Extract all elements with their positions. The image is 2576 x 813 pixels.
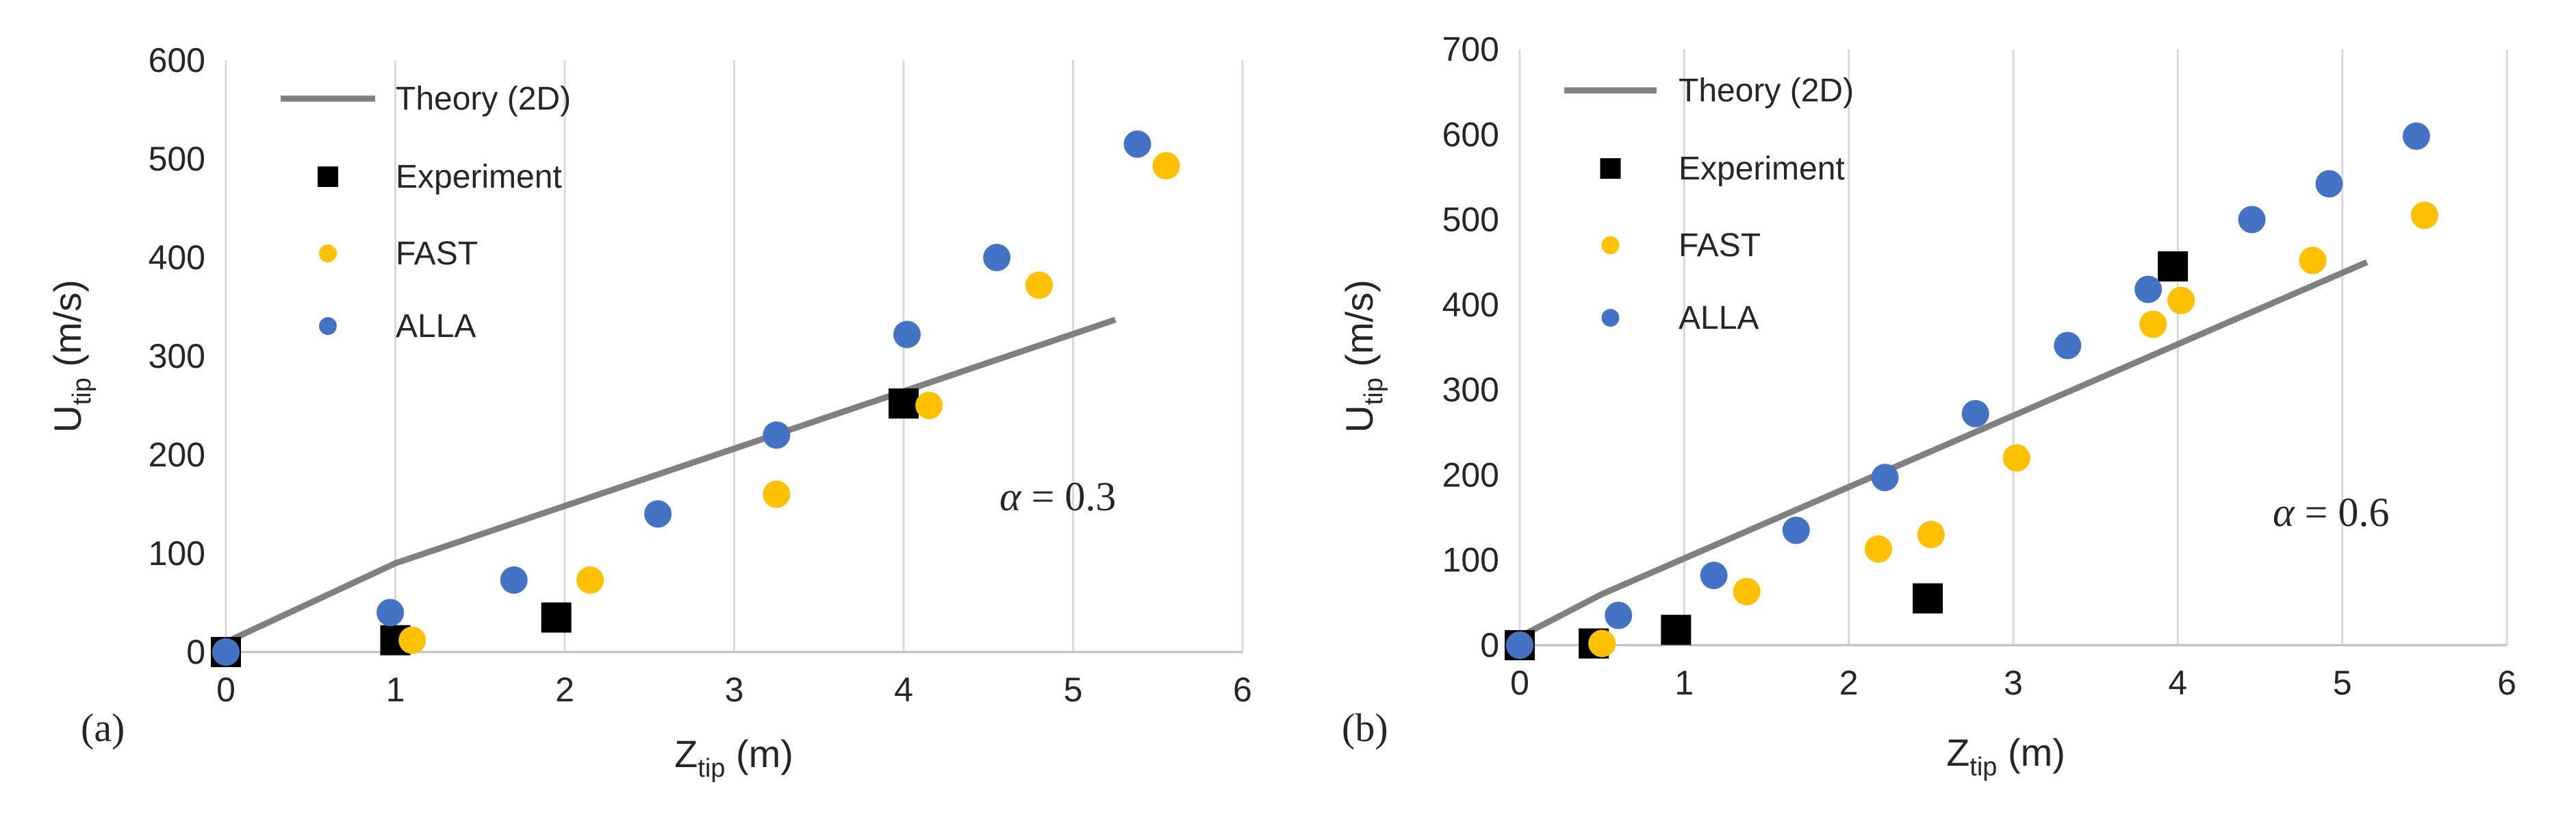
alpha-annotation: α = 0.6 bbox=[2273, 490, 2389, 535]
x-tick-label: 6 bbox=[1233, 671, 1252, 709]
y-tick-label: 500 bbox=[149, 140, 205, 178]
panel-label: (b) bbox=[1342, 705, 1388, 750]
legend-label-alla: ALLA bbox=[396, 308, 476, 345]
y-tick-label: 0 bbox=[1480, 626, 1499, 664]
alla-point bbox=[1871, 464, 1899, 492]
experiment-point bbox=[1661, 614, 1692, 645]
legend: Theory (2D) Experiment FAST ALLA bbox=[1564, 73, 1854, 336]
y-tick-label: 700 bbox=[1442, 30, 1499, 68]
alla-point bbox=[2134, 275, 2163, 303]
legend-swatch-experiment bbox=[1600, 158, 1621, 179]
fast-point bbox=[763, 480, 791, 508]
x-axis-title: Ztip (m) bbox=[674, 732, 793, 783]
fast-point bbox=[576, 566, 604, 594]
legend-label-fast: FAST bbox=[1679, 227, 1761, 264]
alla-point bbox=[2054, 332, 2082, 360]
chart-panel-2: 0 1 2 3 4 5 6 0 100 200 300 400 500 600 700 Ztip (m) Uti… bbox=[1338, 30, 2516, 781]
x-tick-label: 0 bbox=[216, 671, 235, 709]
alla-point bbox=[893, 321, 921, 349]
x-tick-label: 0 bbox=[1510, 664, 1529, 702]
alla-point bbox=[2238, 205, 2266, 234]
fast-point bbox=[2167, 286, 2195, 314]
alla-point bbox=[1506, 631, 1533, 659]
legend-swatch-experiment bbox=[318, 166, 338, 187]
alla-point bbox=[2402, 122, 2430, 150]
alpha-annotation: α = 0.3 bbox=[999, 474, 1116, 519]
y-tick-label: 200 bbox=[1442, 455, 1499, 494]
legend-label-alla: ALLA bbox=[1679, 300, 1759, 336]
y-tick-label: 100 bbox=[149, 534, 205, 573]
x-tick-label: 1 bbox=[1674, 664, 1694, 702]
fast-point bbox=[2299, 247, 2327, 275]
fast-point bbox=[1917, 521, 1945, 549]
x-tick-label: 2 bbox=[1839, 664, 1859, 702]
y-tick-label: 300 bbox=[149, 337, 205, 375]
alla-point bbox=[1782, 516, 1810, 545]
panel-label: (a) bbox=[81, 705, 125, 750]
y-tick-label: 200 bbox=[149, 436, 205, 474]
theory-2d-line bbox=[1518, 259, 2369, 640]
experiment-point bbox=[541, 602, 572, 633]
fast-point bbox=[398, 626, 426, 654]
theory-2d-line bbox=[225, 316, 1117, 645]
alla-point bbox=[377, 599, 405, 627]
legend-swatch-alla bbox=[319, 317, 337, 335]
fast-point bbox=[1588, 629, 1616, 658]
fast-point bbox=[1864, 535, 1892, 563]
legend-label-theory-2d: Theory (2D) bbox=[396, 81, 571, 117]
experiment-point bbox=[2158, 251, 2189, 282]
legend-label-experiment: Experiment bbox=[396, 159, 562, 195]
y-tick-label: 0 bbox=[186, 633, 205, 671]
alla-point bbox=[763, 421, 791, 449]
chart-panel-1: 0 1 2 3 4 5 6 0 100 200 300 400 500 600 Ztip (m) Utip (… bbox=[46, 41, 1252, 783]
legend: Theory (2D) Experiment FAST ALLA bbox=[281, 81, 571, 345]
alla-point bbox=[1961, 399, 1989, 427]
y-tick-label: 100 bbox=[1442, 541, 1499, 579]
alla-point bbox=[1123, 130, 1151, 158]
y-tick-label: 400 bbox=[149, 238, 205, 277]
x-tick-label: 2 bbox=[555, 671, 574, 709]
legend-swatch-fast bbox=[1601, 236, 1620, 254]
fast-point bbox=[1733, 577, 1761, 605]
x-tick-label: 3 bbox=[725, 671, 744, 709]
fast-point bbox=[915, 392, 943, 419]
y-tick-label: 600 bbox=[149, 41, 205, 79]
alla-point bbox=[212, 638, 240, 666]
alla-point bbox=[644, 500, 672, 528]
alla-point bbox=[500, 566, 528, 594]
x-tick-label: 1 bbox=[386, 671, 405, 709]
x-axis-title: Ztip (m) bbox=[1946, 731, 2065, 781]
y-tick-label: 600 bbox=[1442, 115, 1499, 153]
alla-point bbox=[1605, 601, 1633, 629]
legend-label-theory-2d: Theory (2D) bbox=[1679, 73, 1854, 109]
x-tick-label: 4 bbox=[2168, 664, 2187, 702]
fast-point bbox=[2410, 201, 2438, 229]
fast-point bbox=[2139, 310, 2167, 338]
x-tick-label: 5 bbox=[2333, 664, 2352, 702]
y-tick-label: 500 bbox=[1442, 201, 1499, 239]
fast-point bbox=[2002, 444, 2030, 472]
alla-point bbox=[1700, 562, 1728, 590]
alla-point bbox=[983, 244, 1011, 271]
x-tick-label: 6 bbox=[2497, 664, 2516, 702]
fast-point bbox=[1025, 271, 1053, 299]
y-tick-label: 300 bbox=[1442, 371, 1499, 409]
fast-point bbox=[1152, 152, 1180, 180]
alla-point bbox=[2315, 170, 2343, 198]
legend-swatch-alla bbox=[1601, 309, 1620, 327]
y-axis-title: Utip (m/s) bbox=[1338, 279, 1388, 433]
legend-swatch-fast bbox=[319, 245, 337, 262]
x-tick-label: 5 bbox=[1064, 671, 1083, 709]
experiment-point bbox=[1913, 583, 1943, 614]
y-tick-label: 400 bbox=[1442, 286, 1499, 324]
x-tick-label: 3 bbox=[2004, 664, 2023, 702]
legend-label-fast: FAST bbox=[396, 236, 478, 272]
x-tick-label: 4 bbox=[894, 671, 913, 709]
y-axis-title: Utip (m/s) bbox=[46, 279, 97, 433]
experiment-point bbox=[889, 388, 919, 419]
legend-label-experiment: Experiment bbox=[1679, 151, 1845, 187]
